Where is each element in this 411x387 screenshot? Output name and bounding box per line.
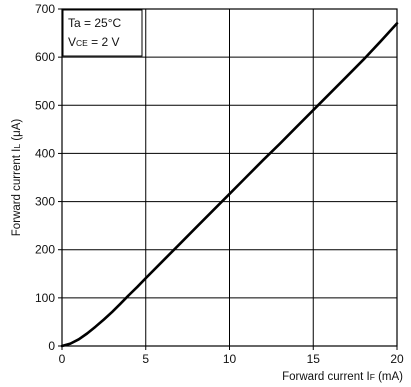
- y-axis-label-sub: L: [12, 144, 22, 149]
- plot-frame: [58, 8, 398, 350]
- condition-temperature: Ta = 25°C: [68, 16, 121, 30]
- y-axis-label-unit: (μA): [11, 119, 23, 144]
- y-tick-label: 0: [48, 339, 55, 353]
- series-layer: [60, 22, 399, 348]
- x-tick-label: 20: [390, 352, 404, 366]
- y-tick-labels: 0 100 200 300 400 500 600 700: [35, 2, 55, 353]
- condition-voltage-prefix: V: [68, 35, 76, 49]
- conditions-box: Ta = 25°C VCE = 2 V: [62, 9, 143, 57]
- x-axis-label-sub: F: [370, 372, 375, 382]
- condition-voltage-sub: CE: [76, 38, 88, 48]
- x-axis-label-unit: (mA): [375, 371, 403, 383]
- y-axis-label: Forward current IL (μA): [11, 119, 23, 237]
- x-tick-labels: 0 5 10 15 20: [59, 352, 404, 366]
- conditions-box-frame: [62, 9, 143, 57]
- x-tick-label: 0: [59, 352, 66, 366]
- condition-voltage-suffix: = 2 V: [88, 35, 120, 49]
- y-tick-label: 700: [35, 2, 55, 16]
- x-axis-label-main: Forward current I: [282, 371, 370, 383]
- y-tick-label: 100: [35, 291, 55, 305]
- y-axis-label-main: Forward current I: [11, 149, 23, 237]
- y-tick-label: 200: [35, 243, 55, 257]
- condition-voltage: VCE = 2 V: [68, 35, 120, 49]
- grid-lines: [62, 9, 397, 346]
- y-tick-label: 300: [35, 195, 55, 209]
- x-axis-label: Forward current IF (mA): [282, 371, 403, 383]
- x-tick-label: 5: [142, 352, 149, 366]
- y-tick-label: 500: [35, 98, 55, 112]
- x-tick-label: 15: [307, 352, 321, 366]
- x-tick-label: 10: [223, 352, 237, 366]
- y-tick-label: 600: [35, 50, 55, 64]
- y-tick-label: 400: [35, 146, 55, 160]
- series-line: [60, 22, 399, 348]
